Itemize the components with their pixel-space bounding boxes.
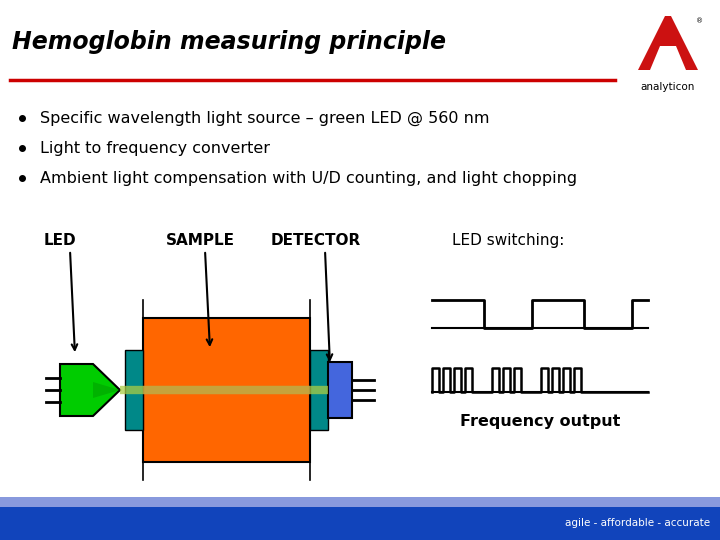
Text: LED: LED [44, 233, 76, 248]
Bar [125, 350, 143, 430]
Bar [143, 318, 310, 462]
Text: LED switching:: LED switching: [452, 233, 564, 248]
Bar [310, 350, 328, 430]
Text: ®: ® [696, 18, 703, 24]
Text: DETECTOR: DETECTOR [271, 233, 361, 248]
Text: Frequency output: Frequency output [460, 414, 620, 429]
Polygon shape [60, 364, 120, 416]
Polygon shape [93, 382, 120, 398]
Text: Ambient light compensation with U/D counting, and light chopping: Ambient light compensation with U/D coun… [40, 171, 577, 186]
Polygon shape [654, 54, 682, 70]
Bar [328, 362, 352, 418]
Text: analyticon: analyticon [641, 82, 696, 92]
Text: Light to frequency converter: Light to frequency converter [40, 140, 270, 156]
Text: Specific wavelength light source – green LED @ 560 nm: Specific wavelength light source – green… [40, 110, 490, 126]
Text: SAMPLE: SAMPLE [166, 233, 235, 248]
Text: agile - affordable - accurate: agile - affordable - accurate [565, 518, 710, 528]
Text: Hemoglobin measuring principle: Hemoglobin measuring principle [12, 30, 446, 54]
Bar [0, 497, 720, 507]
Bar [0, 507, 720, 540]
Polygon shape [638, 16, 698, 70]
